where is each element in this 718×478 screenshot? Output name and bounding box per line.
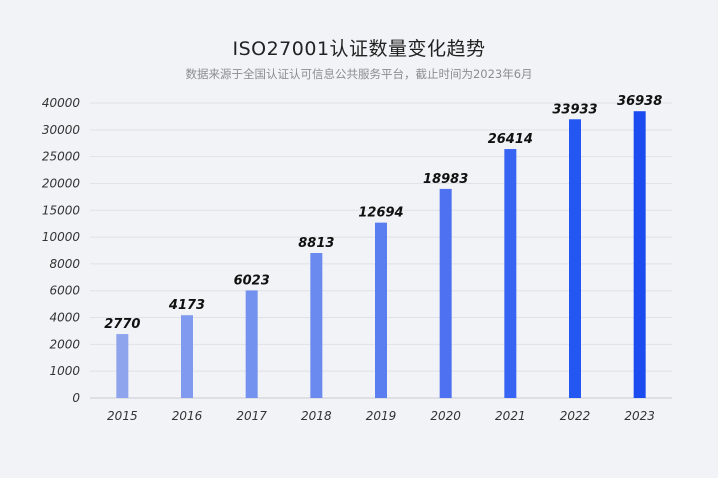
y-tick-label: 20000 [42, 176, 81, 190]
x-tick-label: 2020 [430, 409, 461, 423]
bar [633, 111, 646, 398]
data-label: 36938 [617, 94, 662, 109]
data-label: 26414 [488, 132, 533, 147]
y-tick-label: 30000 [42, 123, 81, 137]
bar [310, 253, 323, 398]
x-tick-label: 2015 [107, 409, 138, 423]
y-tick-label: 4000 [49, 311, 80, 325]
data-label: 2770 [104, 317, 140, 332]
bar [375, 222, 387, 398]
data-label: 6023 [234, 273, 270, 288]
y-tick-label: 25000 [42, 150, 81, 164]
x-tick-label: 2019 [366, 409, 397, 423]
data-label: 12694 [358, 206, 403, 221]
y-tick-label: 2000 [49, 337, 80, 351]
bar [439, 188, 452, 398]
data-label: 8813 [298, 236, 334, 251]
bar [116, 334, 129, 398]
bar [504, 149, 517, 398]
y-tick-label: 1000 [49, 364, 80, 378]
x-tick-label: 2018 [301, 409, 332, 423]
y-tick-label: 0 [72, 391, 80, 405]
chart-title: ISO27001认证数量变化趋势 [232, 38, 486, 60]
bar [181, 315, 193, 398]
y-tick-label: 10000 [42, 230, 81, 244]
bar [569, 119, 581, 398]
y-tick-label: 6000 [49, 284, 80, 298]
x-tick-label: 2022 [560, 409, 591, 423]
x-tick-label: 2023 [624, 409, 655, 423]
data-label: 18983 [423, 172, 468, 187]
chart-subtitle: 数据来源于全国认证认可信息公共服务平台，截止时间为2023年6月 [185, 67, 533, 81]
x-tick-label: 2021 [495, 409, 526, 423]
data-label: 33933 [552, 102, 597, 117]
x-tick-label: 2017 [236, 409, 267, 423]
y-tick-label: 8000 [49, 257, 80, 271]
data-label: 4173 [168, 298, 205, 313]
y-tick-label: 15000 [42, 203, 81, 217]
x-tick-label: 2016 [172, 409, 203, 423]
y-tick-label: 40000 [42, 96, 81, 110]
bar [245, 290, 258, 398]
